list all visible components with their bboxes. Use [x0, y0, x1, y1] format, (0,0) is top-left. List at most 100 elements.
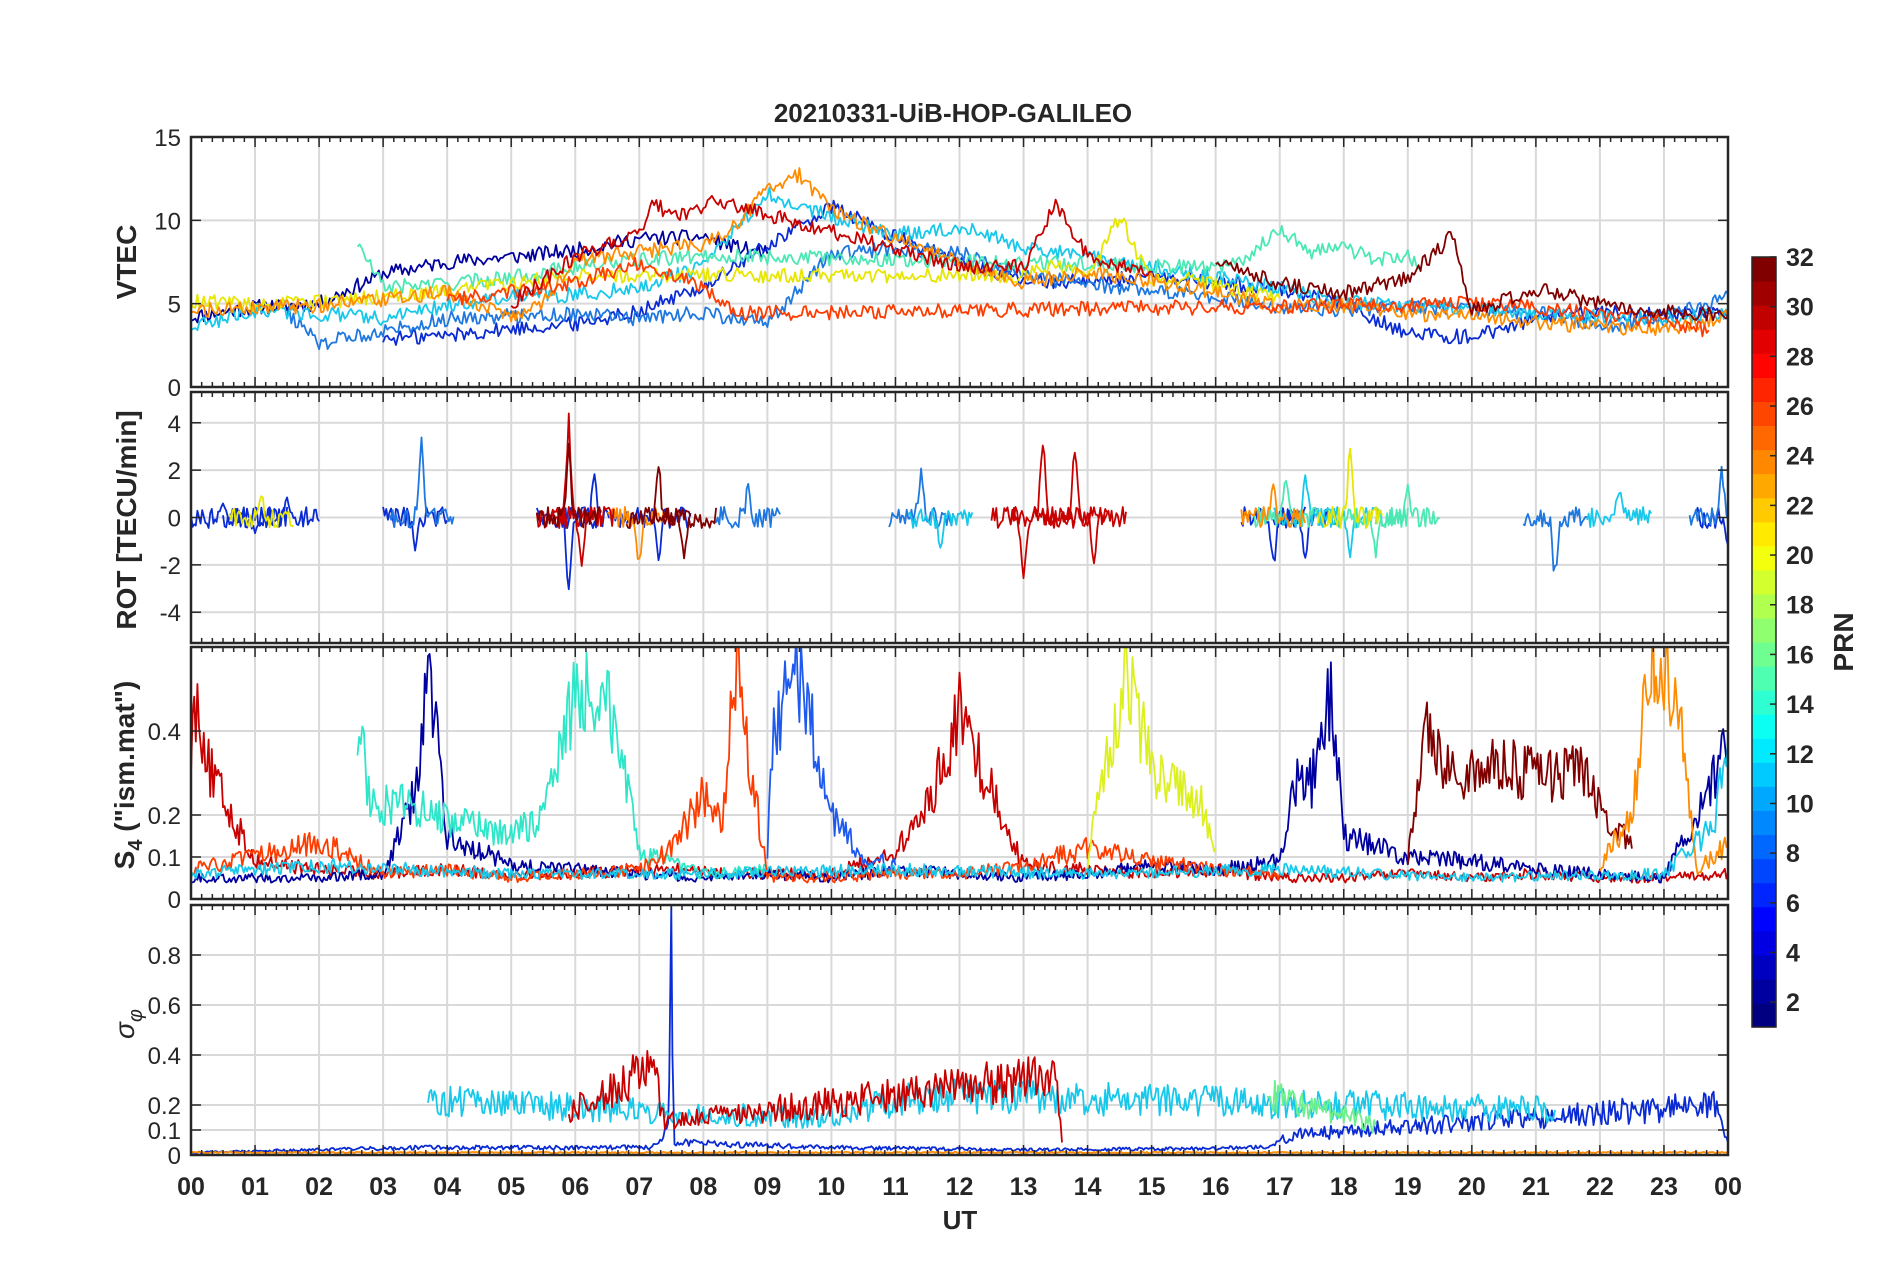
x-tick-label: 01: [241, 1173, 269, 1201]
ylabel-sigma-sub: φ: [125, 1009, 147, 1022]
x-tick-label: 11: [882, 1173, 909, 1201]
colorbar-swatch: [1752, 329, 1776, 354]
series-line: [535, 412, 1127, 579]
x-tick-label: 19: [1394, 1173, 1422, 1201]
colorbar-swatch: [1752, 617, 1776, 643]
colorbar-swatch: [1752, 569, 1776, 595]
ylabel-s4-main: S: [109, 851, 140, 870]
y-tick-label: 5: [168, 292, 181, 319]
series-line: [907, 474, 1652, 559]
colorbar-tick-label: 24: [1786, 443, 1814, 471]
colorbar-tick-label: 26: [1786, 393, 1814, 421]
x-tick-label: 05: [497, 1173, 525, 1201]
y-tick-label: 0: [168, 375, 181, 402]
plot-frame: [189, 903, 1730, 1157]
panel-s4: 0 0.1 0.2 0.4: [148, 645, 1730, 914]
series-line: [191, 217, 1281, 313]
x-tick-label: 20: [1458, 1173, 1486, 1201]
colorbar-tick-label: 30: [1786, 294, 1814, 322]
series-line: [356, 651, 769, 880]
colorbar-swatch: [1752, 473, 1776, 499]
colorbar-swatch: [1752, 810, 1776, 836]
colorbar-tick-label: 2: [1786, 989, 1800, 1017]
ylabel-sigma-main: σ: [109, 1021, 140, 1039]
x-axis-label: UT: [943, 1205, 978, 1235]
colorbar-swatch: [1752, 281, 1776, 306]
colorbar-swatch: [1752, 834, 1776, 860]
colorbar-tick-label: 20: [1786, 542, 1814, 570]
plot-frame: [189, 135, 1730, 389]
series-line: [191, 653, 1728, 884]
colorbar-swatch: [1752, 738, 1776, 763]
colorbar-tick-label: 12: [1786, 741, 1814, 769]
colorbar-swatch: [1752, 401, 1776, 427]
y-tick-label: 4: [168, 411, 181, 438]
series-line: [510, 194, 1152, 309]
series-line: [1253, 479, 1441, 559]
colorbar-swatch: [1752, 521, 1776, 547]
colorbar-tick-label: 22: [1786, 492, 1814, 520]
colorbar-label: PRN: [1828, 612, 1859, 671]
series-line: [1599, 647, 1728, 875]
x-tick-label: 08: [689, 1173, 717, 1201]
series-line: [191, 473, 1728, 591]
colorbar-swatch: [1752, 882, 1776, 908]
y-tick-label: 10: [154, 208, 181, 235]
colorbar-tick-label: 18: [1786, 592, 1814, 620]
colorbar-swatch: [1752, 353, 1776, 378]
series-group: [191, 412, 1728, 591]
series-group: [191, 647, 1728, 884]
colorbar-swatch: [1752, 305, 1776, 330]
chart-title: 20210331-UiB-HOP-GALILEO: [774, 98, 1132, 128]
x-tick-label: 09: [753, 1173, 781, 1201]
y-tick-label: -2: [160, 553, 181, 580]
y-tick-label: 0.1: [148, 845, 181, 872]
y-tick-label: 0.8: [148, 943, 181, 970]
x-tick-label: 15: [1138, 1173, 1166, 1201]
series-line: [228, 447, 1384, 529]
x-tick-label: 03: [369, 1173, 397, 1201]
y-tick-label: 0: [168, 887, 181, 914]
colorbar-tick-label: 28: [1786, 343, 1814, 371]
colorbar-swatch: [1752, 786, 1776, 812]
x-tick-label: 23: [1650, 1173, 1678, 1201]
series-line: [766, 647, 897, 873]
x-tick-label: 00: [177, 1173, 205, 1201]
series-line: [446, 256, 1710, 338]
series-line: [191, 229, 769, 324]
colorbar-swatch: [1752, 906, 1776, 932]
x-tick-label: 00: [1714, 1173, 1742, 1201]
x-tick-label: 21: [1522, 1173, 1550, 1201]
colorbar-tick-label: 14: [1786, 691, 1814, 719]
ylabel-vtec: VTEC: [111, 225, 142, 300]
x-tick-label: 17: [1266, 1173, 1294, 1201]
colorbar-swatch: [1752, 425, 1776, 451]
series-line: [535, 442, 717, 560]
colorbar-swatch: [1752, 954, 1776, 980]
colorbar-tick-label: 16: [1786, 641, 1814, 669]
colorbar-swatch: [1752, 497, 1776, 523]
colorbar-swatch: [1752, 666, 1776, 691]
colorbar-swatch: [1752, 545, 1776, 571]
colorbar-swatch: [1752, 690, 1776, 715]
y-tick-label: 2: [168, 458, 181, 485]
colorbar-swatch: [1752, 762, 1776, 787]
series-group: [191, 167, 1728, 351]
colorbar-tick-label: 4: [1786, 939, 1800, 967]
series-line: [1406, 701, 1633, 865]
series-line: [356, 225, 1422, 295]
colorbar-tick-label: 10: [1786, 790, 1814, 818]
y-tick-label: 0: [168, 506, 181, 533]
x-tick-label: 04: [433, 1173, 461, 1201]
x-tick-label: 18: [1330, 1173, 1358, 1201]
x-tick-label: 02: [305, 1173, 333, 1201]
plot-frame: [189, 390, 1730, 645]
ylabel-rot: ROT [TECU/min]: [111, 410, 142, 629]
colorbar-frame: [1751, 256, 1777, 1028]
series-line: [567, 1050, 1063, 1143]
ylabel-s4-suffix: ("ism.mat"): [109, 681, 140, 840]
x-tick-label: 10: [818, 1173, 846, 1201]
y-tick-label: 0.2: [148, 803, 181, 830]
y-tick-label: 15: [154, 125, 181, 152]
